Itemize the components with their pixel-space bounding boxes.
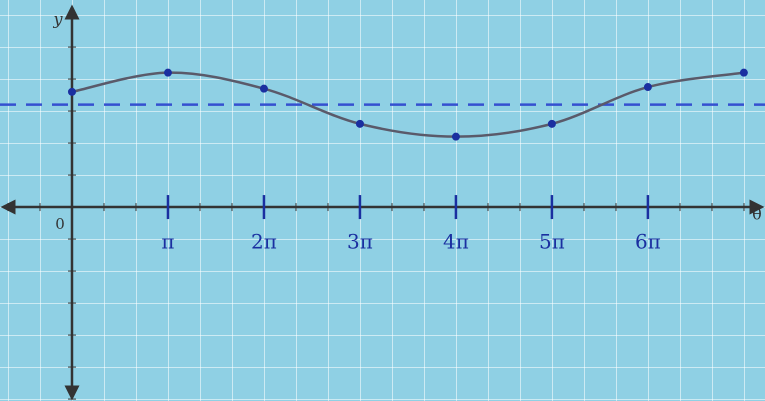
x-tick-label: 5π (539, 230, 565, 254)
x-axis-label: θ (752, 205, 762, 224)
x-tick-label: 6π (635, 230, 661, 254)
x-tick-label: π (161, 230, 174, 254)
curve (72, 73, 744, 137)
chart: θ y 0 π 2π 3π 4π 5π 6π (0, 0, 765, 401)
page: θy0π2π3π4π5π6π (() => { const data = JSO… (0, 0, 765, 401)
point (452, 133, 460, 141)
point (644, 83, 652, 91)
point (68, 88, 76, 96)
y-axis-label: y (52, 10, 63, 29)
x-tick-label: 2π (251, 230, 277, 254)
x-tick-label: 4π (443, 230, 469, 254)
point (356, 120, 364, 128)
x-tick-label: 0 (55, 215, 65, 233)
point (260, 85, 268, 93)
point (164, 69, 172, 77)
x-tick-label: 3π (347, 230, 373, 254)
point (740, 69, 748, 77)
point (548, 120, 556, 128)
